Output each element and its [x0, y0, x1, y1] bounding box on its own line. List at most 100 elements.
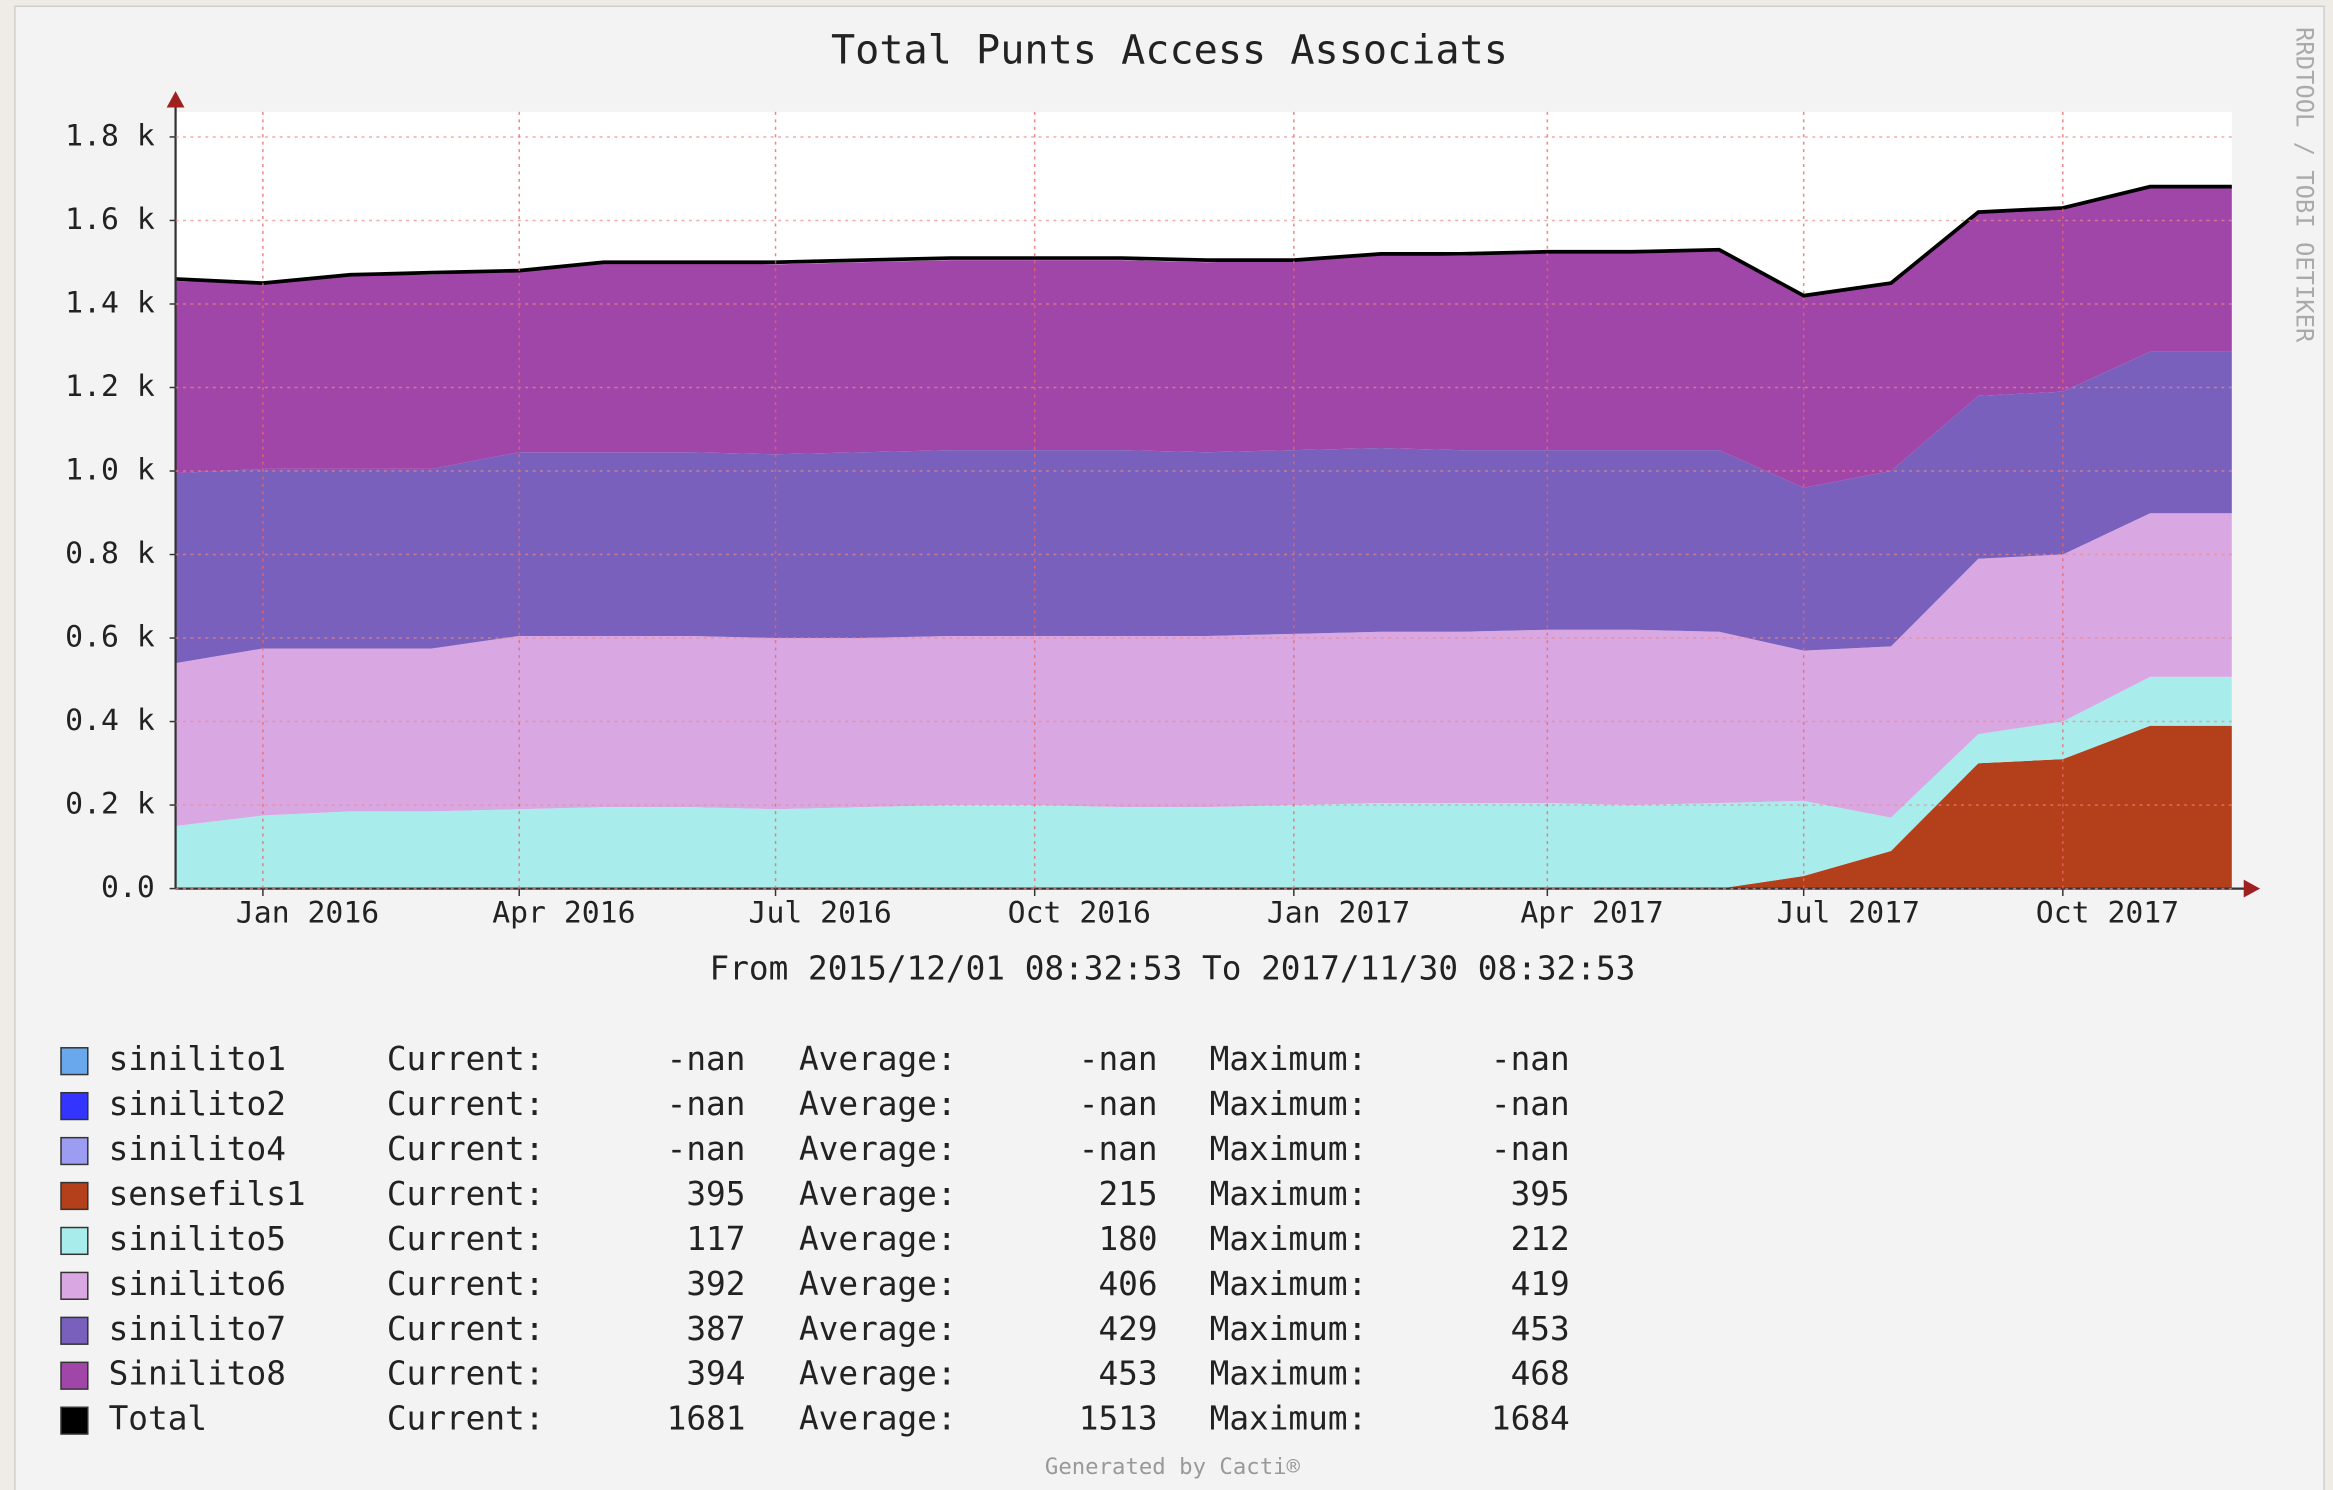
legend-stat-label: Current: — [387, 1220, 545, 1258]
legend-stat-value: 419 — [1511, 1265, 1570, 1303]
legend-stat-value: 395 — [1511, 1175, 1570, 1213]
legend-name: sinilito6 — [109, 1265, 286, 1303]
legend-stat-label: Maximum: — [1210, 1265, 1368, 1303]
legend-stat-label: Average: — [799, 1220, 957, 1258]
footer: Generated by Cacti® — [1045, 1454, 1301, 1480]
area — [175, 513, 2232, 826]
legend-stat-label: Maximum: — [1210, 1130, 1368, 1168]
legend-stat-value: -nan — [1079, 1130, 1158, 1168]
legend-stat-value: 215 — [1098, 1175, 1157, 1213]
legend-name: sinilito5 — [109, 1220, 286, 1258]
legend-stat-label: Current: — [387, 1040, 545, 1078]
legend-stat-value: 453 — [1511, 1310, 1570, 1348]
chart-title: Total Punts Access Associats — [831, 27, 1508, 73]
legend-stat-label: Average: — [799, 1175, 957, 1213]
legend-stat-label: Current: — [387, 1310, 545, 1348]
legend-swatch — [60, 1181, 89, 1211]
legend-stat-label: Maximum: — [1210, 1175, 1368, 1213]
legend-stat-value: -nan — [667, 1130, 746, 1168]
legend-swatch — [60, 1406, 89, 1435]
legend-stat-label: Average: — [799, 1040, 957, 1078]
legend-swatch — [60, 1361, 89, 1390]
x-tick-label: Oct 2017 — [2036, 895, 2179, 930]
x-tick-label: Apr 2016 — [492, 895, 635, 930]
y-tick-label: 0.0 — [101, 870, 155, 905]
legend-stat-label: Average: — [799, 1265, 957, 1303]
y-tick-label: 1.8 k — [65, 118, 155, 153]
legend-stat-label: Maximum: — [1210, 1220, 1368, 1258]
legend-stat-value: -nan — [1079, 1085, 1158, 1123]
legend-swatch — [60, 1047, 89, 1076]
legend-stat-label: Average: — [799, 1130, 957, 1168]
legend-stat-value: -nan — [1491, 1085, 1570, 1123]
legend-swatch — [60, 1226, 89, 1256]
y-tick-label: 1.6 k — [65, 202, 155, 237]
legend-name: sensefils1 — [109, 1175, 306, 1213]
y-tick-label: 1.0 k — [65, 453, 155, 488]
legend-stat-value: -nan — [667, 1085, 746, 1123]
legend-stat-value: 453 — [1098, 1355, 1157, 1393]
legend-stat-label: Maximum: — [1210, 1310, 1368, 1348]
legend-swatch — [60, 1271, 89, 1300]
legend-stat-value: 387 — [686, 1310, 745, 1348]
legend-stat-value: -nan — [1491, 1130, 1570, 1168]
x-tick-label: Jul 2016 — [749, 895, 892, 930]
area — [175, 351, 2232, 664]
legend-name: sinilito1 — [109, 1040, 286, 1078]
legend-swatch — [60, 1316, 89, 1345]
x-tick-label: Jul 2017 — [1777, 895, 1920, 930]
legend-stat-value: 406 — [1098, 1265, 1157, 1303]
legend-stat-value: 1684 — [1491, 1400, 1570, 1438]
legend-stat-label: Average: — [799, 1310, 957, 1348]
legend-stat-value: 1513 — [1079, 1400, 1158, 1438]
legend-stat-value: 468 — [1511, 1355, 1570, 1393]
legend-stat-value: 394 — [686, 1355, 745, 1393]
legend-name: sinilito2 — [109, 1085, 286, 1123]
y-tick-label: 1.2 k — [65, 369, 155, 404]
legend-name: sinilito7 — [109, 1310, 286, 1348]
subtitle: From 2015/12/01 08:32:53 To 2017/11/30 0… — [710, 949, 1636, 987]
legend-stat-value: 395 — [686, 1175, 745, 1213]
y-tick-label: 1.4 k — [65, 285, 155, 320]
x-arrow — [2243, 879, 2261, 898]
x-tick-label: Jan 2017 — [1267, 895, 1410, 930]
legend-stat-value: -nan — [1491, 1040, 1570, 1078]
y-arrow — [166, 91, 185, 108]
legend-stat-value: 429 — [1098, 1310, 1157, 1348]
y-tick-label: 0.8 k — [65, 536, 155, 571]
y-tick-label: 0.2 k — [65, 787, 155, 822]
legend-swatch — [60, 1136, 89, 1166]
legend-stat-label: Average: — [799, 1085, 957, 1123]
legend-stat-label: Average: — [799, 1400, 957, 1438]
legend-stat-label: Maximum: — [1210, 1040, 1368, 1078]
legend-swatch — [60, 1091, 89, 1121]
y-tick-label: 0.4 k — [65, 703, 155, 738]
legend-stat-value: 392 — [686, 1265, 745, 1303]
legend-stat-label: Maximum: — [1210, 1355, 1368, 1393]
area — [175, 725, 2232, 889]
legend-stat-label: Current: — [387, 1175, 545, 1213]
legend-stat-label: Average: — [799, 1355, 957, 1393]
side-label: RRDTOOL / TOBI OETIKER — [2291, 27, 2319, 343]
area — [175, 676, 2232, 889]
x-tick-label: Jan 2016 — [236, 895, 379, 930]
legend-stat-value: 180 — [1098, 1220, 1157, 1258]
legend-stat-label: Maximum: — [1210, 1400, 1368, 1438]
y-tick-label: 0.6 k — [65, 620, 155, 655]
legend-stat-value: 1681 — [667, 1400, 746, 1438]
legend-stat-label: Current: — [387, 1130, 545, 1168]
legend-stat-label: Current: — [387, 1265, 545, 1303]
legend-stat-label: Current: — [387, 1355, 545, 1393]
legend-stat-label: Current: — [387, 1400, 545, 1438]
plot — [175, 184, 2232, 889]
legend-stat-value: -nan — [1079, 1040, 1158, 1078]
x-tick-label: Oct 2016 — [1008, 895, 1151, 930]
legend-stat-label: Current: — [387, 1085, 545, 1123]
legend-stat-value: -nan — [667, 1040, 746, 1078]
legend-name: sinilito4 — [109, 1130, 286, 1168]
legend-name: Sinilito8 — [109, 1355, 286, 1393]
legend-stat-label: Maximum: — [1210, 1085, 1368, 1123]
legend-name: Total — [109, 1400, 207, 1438]
